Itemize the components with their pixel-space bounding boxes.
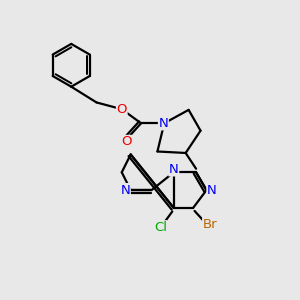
Text: Br: Br bbox=[203, 218, 218, 231]
Text: N: N bbox=[121, 184, 130, 196]
Text: O: O bbox=[116, 103, 127, 116]
Text: N: N bbox=[207, 184, 217, 196]
Text: Cl: Cl bbox=[154, 221, 167, 234]
Text: N: N bbox=[169, 163, 179, 176]
Text: O: O bbox=[122, 136, 132, 148]
Text: N: N bbox=[158, 117, 168, 130]
